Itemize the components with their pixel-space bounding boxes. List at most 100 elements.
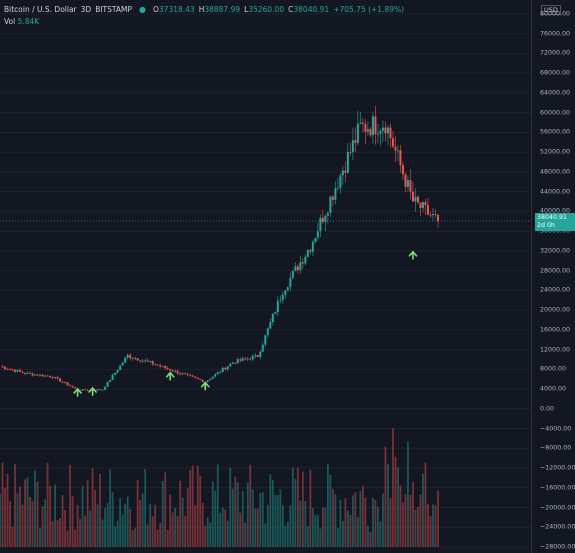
candle-body <box>281 294 284 300</box>
volume-bar <box>131 530 134 547</box>
candle-body <box>186 373 189 375</box>
price-tick-label: −24000.00 <box>540 523 575 531</box>
candle-body <box>131 357 134 359</box>
candle-body <box>234 362 237 364</box>
price-tick-label: 0.00 <box>540 405 555 413</box>
price-tick-label: 8000.00 <box>540 365 567 373</box>
candle-body <box>224 367 227 370</box>
candle-body <box>6 369 9 370</box>
volume-bar <box>357 516 359 547</box>
arrow-up-icon <box>165 371 175 381</box>
volume-bar <box>129 508 132 547</box>
volume-bar <box>419 494 422 547</box>
price-tick-label: 52000.00 <box>540 148 571 156</box>
volume-bar <box>394 456 397 547</box>
symbol-name[interactable]: Bitcoin / U.S. Dollar <box>4 5 77 14</box>
price-tick-label: 44000.00 <box>540 188 571 196</box>
open-label: O <box>153 5 159 14</box>
candle-body <box>391 138 394 147</box>
volume-bar <box>404 494 407 547</box>
candle-body <box>266 328 269 336</box>
volume-bar <box>154 504 157 547</box>
candle-body <box>361 122 364 124</box>
volume-bar <box>76 504 79 547</box>
volume-bar <box>384 446 387 547</box>
volume-bar <box>367 525 369 547</box>
candle-body <box>416 196 419 203</box>
volume-bar <box>124 503 127 547</box>
price-tick-label: 76000.00 <box>540 30 571 38</box>
price-tick-label: 4000.00 <box>540 385 567 393</box>
price-axis[interactable] <box>531 0 575 553</box>
volume-bar <box>44 499 46 547</box>
candle-body <box>274 312 277 314</box>
volume-bar <box>236 482 239 547</box>
candle-body <box>39 374 42 376</box>
candle-body <box>329 196 332 213</box>
candle-body <box>264 335 267 345</box>
candle-body <box>271 313 274 323</box>
candle-body <box>66 382 69 386</box>
volume-bar <box>316 514 319 547</box>
candle-body <box>16 370 19 372</box>
candle-body <box>189 374 192 376</box>
volume-bar <box>291 467 294 547</box>
candle-body <box>406 180 409 187</box>
volume-bar <box>377 506 379 547</box>
volume-bar <box>284 525 287 547</box>
candle-body <box>364 123 367 132</box>
volume-bar <box>334 494 337 547</box>
volume-bar <box>189 469 192 547</box>
arrow-up-icon <box>200 381 210 391</box>
volume-bar <box>429 516 432 547</box>
volume-bar <box>41 506 44 547</box>
volume-bar <box>74 529 76 547</box>
candle-body <box>19 370 22 372</box>
price-tick-label: 28000.00 <box>540 267 571 275</box>
low-value: 35260.00 <box>248 5 285 14</box>
price-tick-label: 60000.00 <box>540 109 571 117</box>
volume-bar <box>382 493 384 547</box>
candle-body <box>279 299 282 301</box>
interval-label[interactable]: 3D <box>80 5 92 14</box>
volume-bar <box>66 530 69 547</box>
candle-body <box>24 372 27 374</box>
volume-bar <box>94 490 97 547</box>
volume-bar <box>11 526 14 547</box>
volume-bar <box>407 441 409 547</box>
candle-body <box>356 123 359 143</box>
volume-bar <box>251 489 254 547</box>
candle-body <box>214 374 217 377</box>
candle-body <box>399 150 402 166</box>
volume-bar <box>144 468 147 547</box>
volume-bar <box>326 463 329 547</box>
volume-bar <box>369 531 372 547</box>
candle-body <box>191 375 194 377</box>
volume-bar <box>194 505 197 547</box>
volume-bar <box>99 473 102 547</box>
volume-legend[interactable]: Vol 5.84K <box>4 17 39 26</box>
price-tick-label: 36000.00 <box>540 227 571 235</box>
volume-bar <box>114 526 117 547</box>
candle-body <box>181 373 184 375</box>
candle-body <box>74 387 77 389</box>
volume-bar <box>149 503 152 547</box>
volume-value: 5.84K <box>17 17 40 26</box>
candle-body <box>56 376 59 379</box>
candle-body <box>429 214 432 216</box>
candle-body <box>86 389 89 391</box>
volume-bar <box>286 522 289 547</box>
volume-bar <box>221 507 224 547</box>
candle-body <box>259 351 262 358</box>
volume-bar <box>306 525 309 547</box>
symbol-legend: Bitcoin / U.S. Dollar 3D BITSTAMP ● O373… <box>4 5 404 14</box>
candle-body <box>296 266 299 271</box>
candle-body <box>351 140 354 153</box>
volume-bar <box>104 507 107 547</box>
currency-label[interactable]: USD <box>541 5 561 15</box>
candle-body <box>111 374 114 380</box>
candle-body <box>136 358 139 361</box>
volume-bar <box>111 492 114 547</box>
